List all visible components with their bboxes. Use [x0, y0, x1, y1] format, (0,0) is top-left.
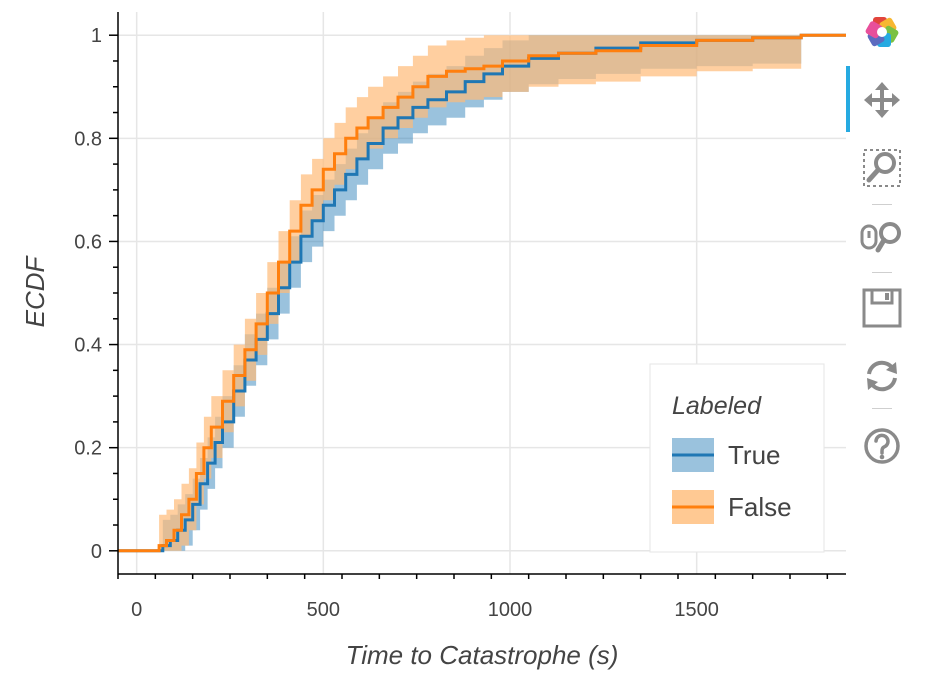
- ecdf-lines: [118, 33, 846, 553]
- help-icon[interactable]: [860, 424, 904, 468]
- ecdf-chart[interactable]: 0 500 1000 1500 0 0.2 0.4 0.6 0.8 1 Time to Catas…: [0, 0, 846, 700]
- ecdf-line-false: [118, 33, 846, 553]
- x-tick-label: 1500: [674, 599, 719, 621]
- save-icon[interactable]: [860, 286, 904, 330]
- y-tick-label: 0.4: [74, 335, 102, 357]
- x-tick-label: 1000: [488, 599, 533, 621]
- wheel-zoom-icon[interactable]: [860, 216, 904, 260]
- y-tick-label: 0: [91, 541, 102, 563]
- legend[interactable]: Labeled True False: [649, 363, 825, 553]
- legend-item-true[interactable]: True: [672, 438, 781, 472]
- y-tick-label: 0.8: [74, 128, 102, 150]
- toolbar: [846, 0, 926, 700]
- tick-labels: 0 500 1000 1500 0 0.2 0.4 0.6 0.8 1: [74, 25, 719, 621]
- y-axis-title: ECDF: [20, 254, 50, 327]
- legend-title: Labeled: [672, 392, 762, 420]
- legend-label-false: False: [728, 492, 792, 522]
- bokeh-logo-icon[interactable]: [860, 10, 904, 54]
- x-tick-label: 500: [307, 599, 340, 621]
- legend-label-true: True: [728, 440, 781, 470]
- active-tool-indicator: [846, 66, 850, 132]
- y-tick-label: 0.6: [74, 231, 102, 253]
- reset-icon[interactable]: [860, 354, 904, 398]
- y-tick-label: 0.2: [74, 438, 102, 460]
- box-zoom-icon[interactable]: [860, 146, 904, 190]
- toolbar-separator: [872, 408, 892, 409]
- legend-item-false[interactable]: False: [672, 490, 792, 524]
- x-axis-title: Time to Catastrophe (s): [346, 640, 619, 670]
- x-tick-label: 0: [131, 599, 142, 621]
- pan-icon[interactable]: [860, 78, 904, 122]
- y-tick-label: 1: [91, 25, 102, 47]
- axes: [109, 12, 846, 579]
- toolbar-separator: [872, 204, 892, 205]
- ecdf-line-true: [118, 33, 846, 553]
- toolbar-separator: [872, 272, 892, 273]
